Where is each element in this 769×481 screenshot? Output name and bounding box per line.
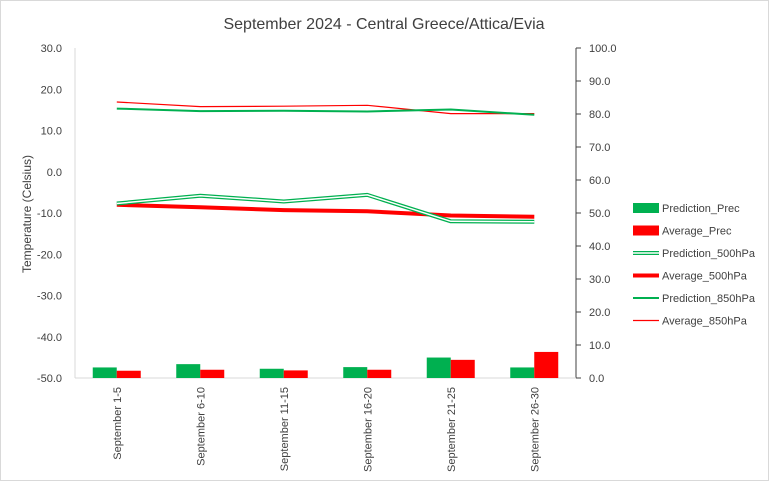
right-tick-label: 60.0 <box>589 175 610 187</box>
legend-prediction-500hpa-label: Prediction_500hPa <box>662 248 756 260</box>
legend-prediction-850hpa-label: Prediction_850hPa <box>662 293 756 305</box>
legend-prediction-prec-swatch <box>633 203 659 213</box>
right-tick-label: 90.0 <box>589 76 610 88</box>
x-tick-label: September 16-20 <box>362 387 374 472</box>
legend-average-500hpa-label: Average_500hPa <box>662 271 748 283</box>
legend-average-prec-swatch <box>633 225 659 236</box>
right-tick-label: 10.0 <box>589 340 610 352</box>
line-prediction-850hpa <box>116 107 535 116</box>
line-prediction-500hpa-inner <box>116 194 535 223</box>
bar-prediction-prec <box>92 367 117 378</box>
x-tick-label: September 1-5 <box>112 387 124 460</box>
bar-average-prec <box>116 370 141 378</box>
x-tick-label: September 21-25 <box>446 387 458 472</box>
x-tick-label: September 26-30 <box>529 387 541 472</box>
bar-average-prec <box>367 369 392 378</box>
bar-prediction-prec <box>176 364 201 378</box>
line-marks <box>116 101 535 224</box>
legend-average-850hpa-label: Average_850hPa <box>662 316 748 328</box>
bar-average-prec <box>534 351 559 378</box>
x-tick-label: September 11-15 <box>279 387 291 471</box>
right-tick-label: 50.0 <box>589 208 610 220</box>
bar-prediction-prec <box>426 357 451 378</box>
line-average-850hpa <box>116 101 535 115</box>
right-tick-label: 80.0 <box>589 109 610 121</box>
x-tick-label: September 6-10 <box>195 387 207 466</box>
left-tick-label: -50.0 <box>37 373 62 385</box>
bar-average-prec <box>450 359 475 378</box>
bar-average-prec <box>200 369 225 378</box>
left-tick-label: 10.0 <box>41 126 62 138</box>
left-tick-label: 30.0 <box>41 43 62 55</box>
x-tick-labels: September 1-5 September 6-10 September 11-… <box>112 387 542 472</box>
left-tick-label: -40.0 <box>37 332 62 344</box>
right-tick-label: 70.0 <box>589 142 610 154</box>
bar-marks <box>92 351 559 378</box>
left-tick-label: -30.0 <box>37 291 62 303</box>
bar-prediction-prec <box>259 368 284 378</box>
left-tick-label: -10.0 <box>37 208 62 220</box>
chart-title: September 2024 - Central Greece/Attica/E… <box>223 16 544 33</box>
bar-prediction-prec <box>510 367 535 378</box>
right-tick-label: 30.0 <box>589 274 610 286</box>
right-tick-label: 40.0 <box>589 241 610 253</box>
bar-average-prec <box>283 370 308 378</box>
left-tick-label: 20.0 <box>41 84 62 96</box>
right-tick-label: 100.0 <box>589 43 617 55</box>
right-tick-label: 20.0 <box>589 307 610 319</box>
right-tick-labels: 100.0 90.0 80.0 70.0 60.0 50.0 40.0 30.0 20.0 10.… <box>576 43 617 385</box>
left-tick-label: 0.0 <box>47 167 62 179</box>
bar-prediction-prec <box>343 367 368 378</box>
right-tick-label: 0.0 <box>589 373 604 385</box>
legend-prediction-prec-label: Prediction_Prec <box>662 203 740 215</box>
legend: Prediction_Prec Average_Prec Prediction_50… <box>633 203 756 328</box>
legend-average-prec-label: Average_Prec <box>662 226 732 238</box>
left-tick-label: -20.0 <box>37 249 62 261</box>
y-axis-label: Temperature (Celsius) <box>20 155 34 273</box>
line-average-500hpa <box>116 202 535 219</box>
left-tick-labels: 30.0 20.0 10.0 0.0 -10.0 -20.0 -30.0 -40.0 -50.0 <box>37 43 62 385</box>
